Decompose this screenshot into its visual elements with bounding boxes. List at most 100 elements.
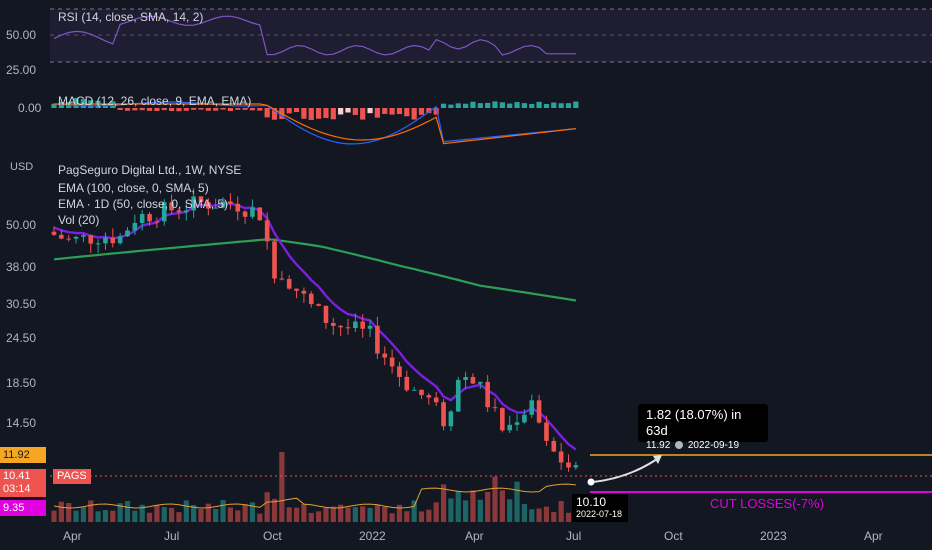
- candle-body[interactable]: [272, 241, 277, 279]
- candle-body[interactable]: [132, 223, 138, 231]
- candle-body[interactable]: [331, 322, 336, 326]
- entry-marker[interactable]: 10.10 2022-07-18: [572, 494, 628, 522]
- candle-body[interactable]: [176, 210, 182, 213]
- projection-tooltip[interactable]: 1.82 (18.07%) in 63d 11.92 2022-09-19: [638, 404, 768, 451]
- volume-bar: [227, 507, 233, 522]
- volume-bar: [242, 504, 248, 522]
- candle-body[interactable]: [154, 221, 160, 223]
- candle-body[interactable]: [367, 325, 373, 329]
- candle-body[interactable]: [426, 395, 432, 398]
- candle-body[interactable]: [338, 325, 343, 328]
- candle-body[interactable]: [360, 321, 365, 329]
- volume-bar: [80, 507, 86, 522]
- candle-body[interactable]: [250, 207, 255, 217]
- candle-body[interactable]: [88, 235, 94, 244]
- candle-body[interactable]: [235, 203, 241, 212]
- entry-date: 2022-07-18: [576, 509, 623, 519]
- candle-body[interactable]: [242, 211, 248, 217]
- macd-legend[interactable]: MACD (12, 26, close, 9, EMA, EMA): [58, 94, 252, 108]
- candle-body[interactable]: [323, 305, 329, 323]
- candle-body[interactable]: [573, 465, 579, 468]
- candle-body[interactable]: [206, 201, 211, 209]
- candle-body[interactable]: [73, 236, 79, 239]
- candle-body[interactable]: [184, 210, 189, 213]
- candle-body[interactable]: [558, 451, 564, 463]
- ema50-legend[interactable]: EMA · 1D (50, close, 0, SMA, 5): [58, 197, 229, 211]
- volume-bar: [448, 498, 454, 522]
- candle-body[interactable]: [397, 366, 402, 377]
- rsi-legend[interactable]: RSI (14, close, SMA, 14, 2): [58, 10, 204, 24]
- candle-body[interactable]: [147, 214, 152, 222]
- candle-body[interactable]: [125, 230, 130, 237]
- volume-bar: [418, 511, 425, 522]
- candle-body[interactable]: [433, 397, 439, 403]
- candle-body[interactable]: [353, 321, 358, 329]
- candle-body[interactable]: [389, 357, 395, 367]
- candle-body[interactable]: [294, 288, 299, 291]
- entry-point[interactable]: [587, 478, 595, 486]
- candle-body[interactable]: [419, 389, 424, 396]
- candle-body[interactable]: [544, 422, 549, 441]
- candle-body[interactable]: [448, 411, 454, 427]
- candle-body[interactable]: [500, 408, 505, 431]
- candle-body[interactable]: [382, 353, 388, 358]
- x-tick-jul-2022: Jul: [566, 529, 581, 543]
- candle-body[interactable]: [485, 381, 490, 408]
- candle-body[interactable]: [492, 407, 498, 409]
- candle-body[interactable]: [264, 220, 270, 242]
- macd-bar: [257, 108, 263, 111]
- candle-body[interactable]: [470, 377, 476, 384]
- candle-body[interactable]: [257, 207, 263, 221]
- volume-bar: [389, 513, 395, 522]
- candlesticks[interactable]: [51, 188, 579, 472]
- candle-body[interactable]: [191, 196, 196, 211]
- candle-body[interactable]: [51, 231, 57, 235]
- volume-bar: [507, 499, 513, 522]
- candle-body[interactable]: [103, 237, 108, 244]
- candle-body[interactable]: [441, 402, 446, 427]
- volume-legend[interactable]: Vol (20): [58, 213, 100, 227]
- candle-body[interactable]: [66, 238, 71, 240]
- candle-body[interactable]: [81, 235, 86, 237]
- candle-body[interactable]: [455, 379, 461, 412]
- candle-body[interactable]: [139, 214, 145, 224]
- candle-body[interactable]: [198, 196, 204, 202]
- volume-bar: [411, 500, 417, 522]
- candle-body[interactable]: [110, 237, 116, 244]
- candle-body[interactable]: [117, 236, 123, 244]
- candle-body[interactable]: [308, 293, 314, 305]
- candle-body[interactable]: [411, 389, 417, 391]
- candle-body[interactable]: [213, 207, 218, 209]
- candle-body[interactable]: [169, 202, 174, 211]
- candle-body[interactable]: [529, 400, 535, 415]
- candle-body[interactable]: [536, 400, 542, 423]
- candle-body[interactable]: [507, 424, 512, 431]
- candle-body[interactable]: [463, 377, 468, 380]
- candle-body[interactable]: [286, 279, 292, 289]
- candle-body[interactable]: [228, 201, 233, 204]
- macd-bar: [426, 108, 432, 114]
- ema100-legend[interactable]: EMA (100, close, 0, SMA, 5): [58, 181, 209, 195]
- macd-bar: [543, 103, 550, 108]
- candle-body[interactable]: [566, 462, 571, 468]
- candle-body[interactable]: [551, 440, 557, 452]
- candle-body[interactable]: [478, 381, 483, 384]
- volume-bar: [514, 481, 520, 522]
- macd-bar: [176, 108, 182, 112]
- candle-body[interactable]: [514, 422, 520, 425]
- candle-body[interactable]: [301, 290, 307, 294]
- chart-title[interactable]: PagSeguro Digital Ltd., 1W, NYSE: [58, 163, 242, 177]
- volume-bar: [279, 452, 285, 522]
- candle-body[interactable]: [59, 234, 64, 239]
- candle-body[interactable]: [404, 376, 410, 391]
- candle-body[interactable]: [220, 201, 226, 208]
- macd-bar: [213, 108, 219, 111]
- candle-body[interactable]: [345, 327, 351, 329]
- candle-body[interactable]: [279, 278, 285, 280]
- candle-body[interactable]: [375, 325, 380, 354]
- candle-body[interactable]: [95, 243, 101, 245]
- candle-body[interactable]: [316, 304, 321, 306]
- candle-body[interactable]: [161, 202, 167, 222]
- candle-body[interactable]: [522, 414, 527, 423]
